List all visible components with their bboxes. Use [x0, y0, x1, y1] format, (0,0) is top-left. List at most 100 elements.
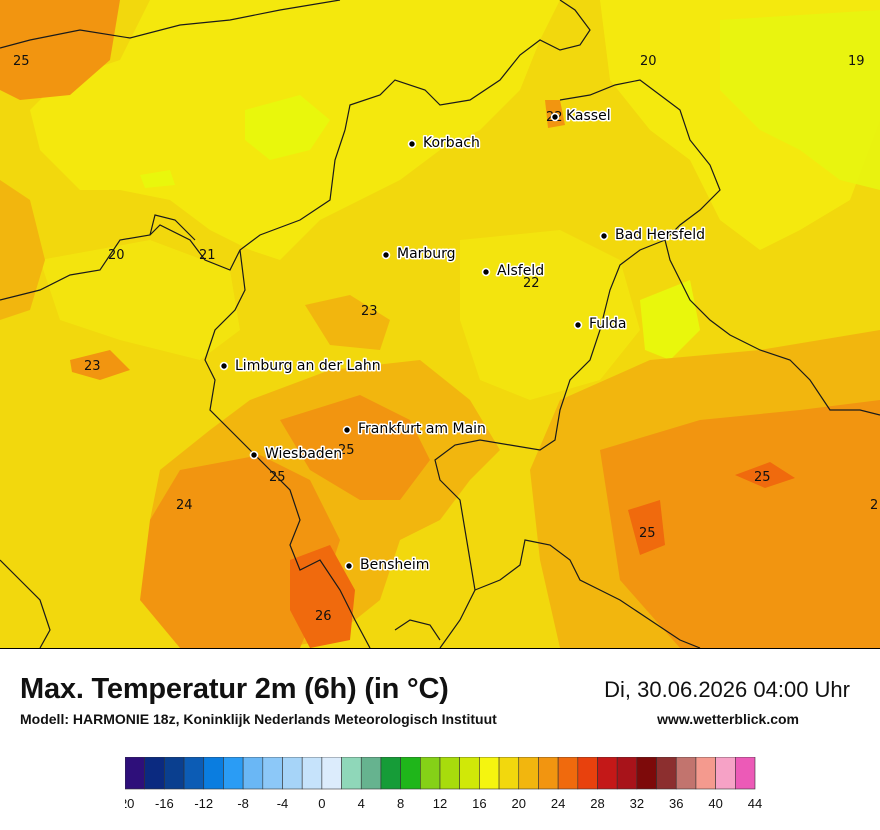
- state-border-north: [0, 0, 341, 49]
- color-scale-tick-label: 4: [358, 796, 365, 811]
- city-dot: [599, 231, 609, 241]
- iso-label: 23: [84, 359, 101, 374]
- color-scale-box: [616, 757, 638, 790]
- color-scale-tick-label: 0: [318, 796, 325, 811]
- iso-label: 23: [361, 304, 378, 319]
- city-label: Fulda: [589, 316, 627, 332]
- color-scale-box: [380, 757, 401, 790]
- color-scale-box: [597, 757, 618, 790]
- city-alsfeld: Alsfeld: [481, 262, 546, 281]
- field-25-zone-frankfurt: [280, 395, 430, 500]
- color-scale-tick-label: 16: [472, 796, 486, 811]
- iso-label: 25: [754, 470, 771, 485]
- iso-label: 25: [639, 526, 656, 541]
- website-link[interactable]: www.wetterblick.com: [657, 711, 799, 727]
- color-scale-tick-label: 44: [748, 796, 762, 811]
- city-dot: [573, 320, 583, 330]
- iso-label: 24: [176, 498, 193, 513]
- color-scale-box: [183, 757, 205, 790]
- color-scale-tick-label: -16: [155, 796, 174, 811]
- city-bensheim: Bensheim: [344, 556, 431, 575]
- field-19-zone: [720, 10, 880, 190]
- iso-label: 25: [269, 470, 286, 485]
- city-dot: [249, 450, 259, 460]
- color-scale-box: [636, 757, 657, 790]
- city-bad-hersfeld: Bad Hersfeld: [599, 226, 707, 245]
- field-23-spot-center: [305, 295, 390, 350]
- city-dot: [342, 425, 352, 435]
- color-scale-tick-label: 28: [590, 796, 604, 811]
- city-fulda: Fulda: [573, 315, 628, 334]
- color-scale-boxes: [125, 757, 756, 790]
- color-scale-box: [715, 757, 736, 790]
- field-19-spot-c: [640, 280, 700, 360]
- iso-label: 2: [870, 498, 878, 513]
- color-scale-box: [459, 757, 480, 790]
- city-label: Bad Hersfeld: [615, 227, 705, 243]
- city-limburg: Limburg an der Lahn: [219, 357, 382, 376]
- city-dot: [481, 267, 491, 277]
- color-scale-legend: -20 -16 -12 -8 -4 0 4 8 12 16 20 24 28 32 36 40 44: [125, 757, 762, 811]
- field-26-spot-east: [735, 462, 795, 488]
- city-label: Wiesbaden: [265, 446, 342, 462]
- state-border-hessen-nrw: [0, 129, 346, 301]
- iso-label: 20: [640, 54, 657, 69]
- temperature-map-svg: 25 20 19 22 20 21 22 23 23 25 25 24 25 2…: [0, 0, 880, 648]
- city-label: Marburg: [397, 246, 456, 262]
- color-scale-ticks: -20 -16 -12 -8 -4 0 4 8 12 16 20 24 28 32 36 40 44: [125, 796, 762, 811]
- color-scale-box: [439, 757, 460, 790]
- color-scale-tick-label: -4: [277, 796, 289, 811]
- city-dot: [407, 139, 417, 149]
- city-label: Bensheim: [360, 557, 429, 573]
- city-dot: [550, 112, 560, 122]
- field-25-zone-northwest: [0, 0, 120, 100]
- field-26-zone-ried: [290, 545, 355, 648]
- color-scale-box: [479, 757, 500, 790]
- color-scale-box: [242, 757, 264, 790]
- color-scale-tick-label: 32: [630, 796, 644, 811]
- state-border-hessen-west: [344, 0, 591, 131]
- color-scale-box: [735, 757, 756, 790]
- city-label: Alsfeld: [497, 263, 544, 279]
- map-datetime: Di, 30.06.2026 04:00 Uhr: [604, 677, 850, 702]
- iso-label: 22: [523, 276, 540, 291]
- color-scale-tick-label: -8: [237, 796, 249, 811]
- color-scale-box: [557, 757, 579, 790]
- color-scale-box: [695, 757, 716, 790]
- color-scale-box: [301, 757, 323, 790]
- map-title: Max. Temperatur 2m (6h) (in °C): [20, 673, 449, 705]
- city-label: Frankfurt am Main: [358, 421, 486, 437]
- color-scale-box: [360, 757, 382, 790]
- color-scale-box: [203, 757, 224, 790]
- map-footer: Max. Temperatur 2m (6h) (in °C) Di, 30.0…: [0, 649, 880, 830]
- state-border-nrw-rlp: [149, 214, 196, 241]
- model-info: Modell: HARMONIE 18z, Koninklijk Nederla…: [20, 711, 497, 727]
- state-border-hessen-bavaria: [434, 239, 666, 648]
- color-scale-tick-label: 8: [397, 796, 404, 811]
- color-scale-box: [675, 757, 697, 790]
- color-scale-box: [144, 757, 165, 790]
- field-21-zone-west: [40, 240, 240, 360]
- field-19-spot-b: [140, 170, 175, 188]
- color-scale-box: [577, 757, 598, 790]
- field-19-spot-a: [245, 95, 330, 160]
- color-scale-box: [420, 757, 441, 790]
- city-frankfurt: Frankfurt am Main: [342, 420, 487, 439]
- color-scale-tick-label: -20: [125, 796, 134, 811]
- color-scale-box: [282, 757, 303, 790]
- city-label: Korbach: [423, 135, 480, 151]
- color-scale-box: [656, 757, 677, 790]
- city-label: Kassel: [566, 108, 611, 124]
- iso-label: 19: [848, 54, 865, 69]
- iso-label: 26: [315, 609, 332, 624]
- city-wiesbaden: Wiesbaden: [249, 445, 344, 464]
- city-marburg: Marburg: [381, 245, 457, 264]
- state-border-west-edge: [0, 559, 51, 648]
- color-scale-tick-label: -12: [194, 796, 213, 811]
- color-scale-box: [262, 757, 283, 790]
- color-scale-box: [341, 757, 362, 790]
- city-dot: [344, 561, 354, 571]
- field-25-zone-southeast: [600, 400, 880, 648]
- color-scale-box: [164, 757, 185, 790]
- city-korbach: Korbach: [407, 134, 481, 153]
